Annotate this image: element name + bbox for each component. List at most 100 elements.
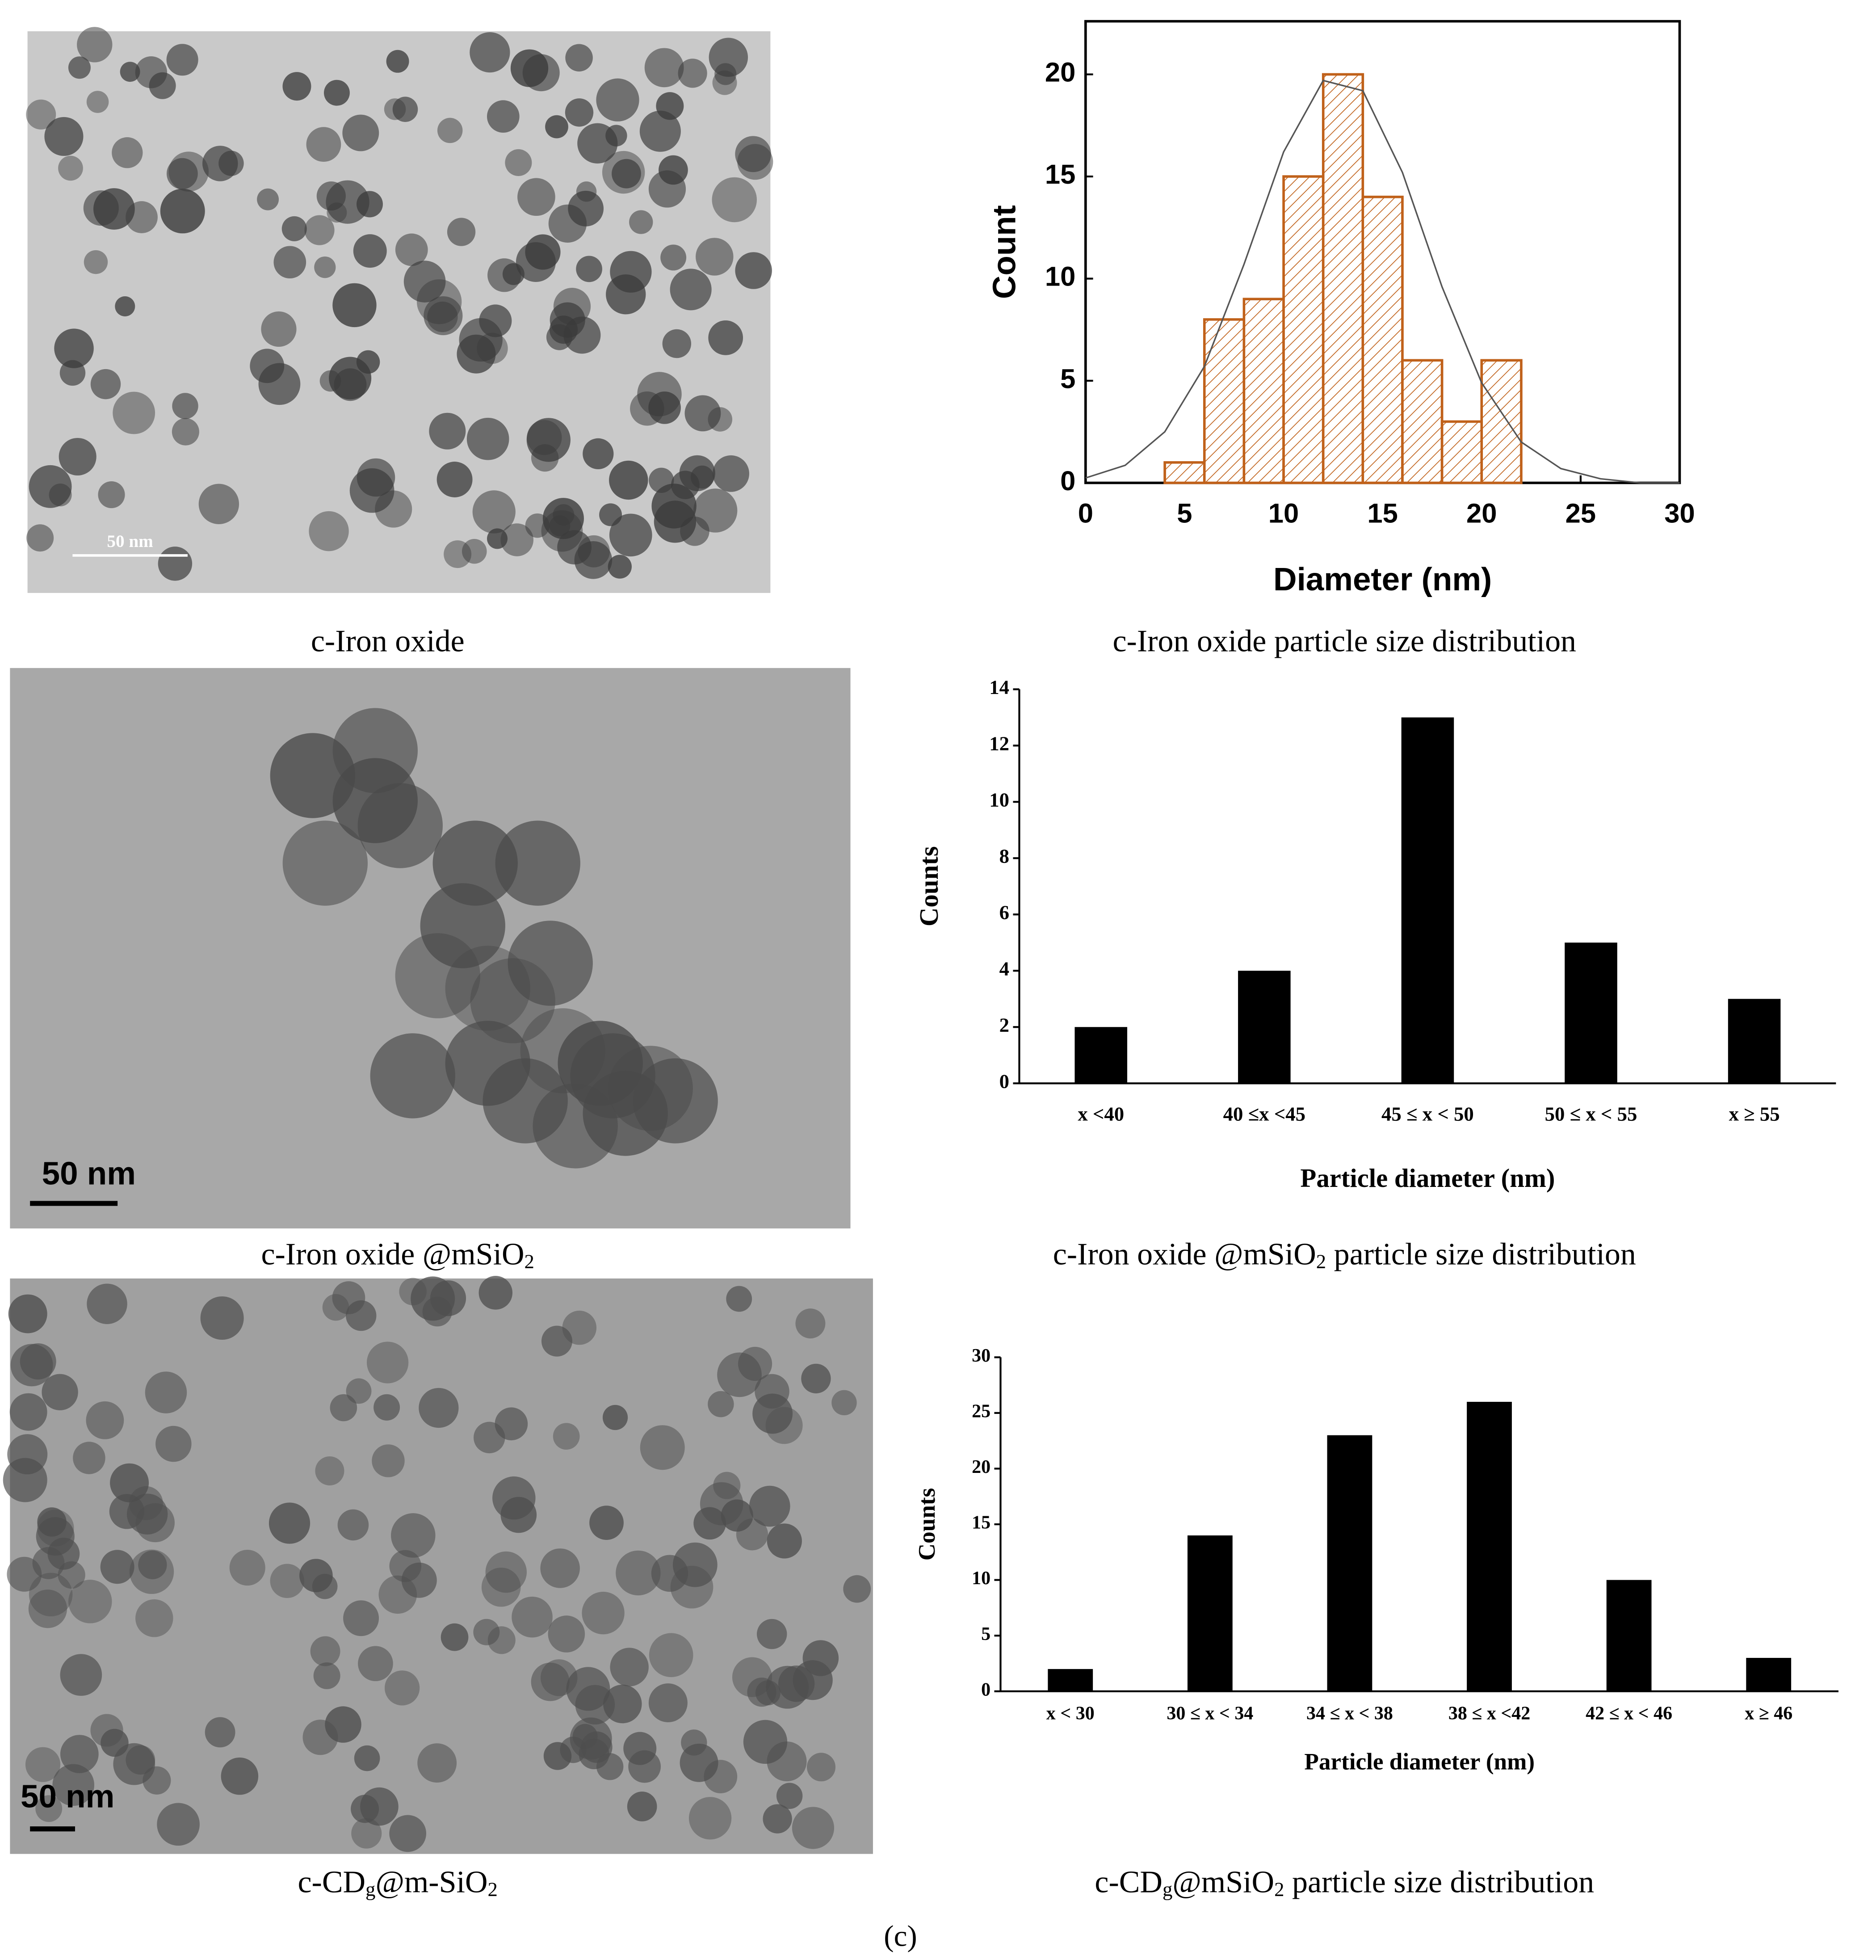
particle [589, 1506, 624, 1540]
particle [157, 1803, 200, 1846]
particle [525, 234, 561, 270]
particle [670, 1565, 713, 1609]
x-tick-label: 42 ≤ x < 46 [1586, 1703, 1672, 1724]
particle [59, 437, 97, 475]
figure-label: (c) [884, 1919, 917, 1952]
particle [35, 1795, 63, 1822]
particle [424, 296, 463, 336]
particle [487, 258, 521, 292]
particle [517, 178, 555, 216]
particle [221, 1757, 259, 1795]
particle [639, 110, 681, 152]
y-tick-label: 6 [999, 901, 1009, 924]
particle [576, 256, 602, 282]
particle [60, 1735, 99, 1773]
particle [354, 1745, 380, 1771]
particle [483, 1058, 568, 1144]
particle [608, 555, 632, 579]
particle [126, 1745, 155, 1775]
particle [672, 1542, 718, 1587]
x-tick-label: 5 [1177, 498, 1192, 529]
particle [109, 1494, 145, 1529]
scale-bar-label: 50 nm [21, 1779, 114, 1815]
x-tick-label: 25 [1565, 498, 1596, 529]
caption: c-CDg@mSiO2 particle size distribution [1095, 1865, 1594, 1901]
bar [1746, 1657, 1792, 1691]
particle [343, 1600, 379, 1636]
particle [767, 1523, 802, 1559]
particle [684, 395, 721, 432]
y-tick-label: 10 [1045, 261, 1075, 292]
particle [172, 393, 198, 419]
particle [306, 127, 341, 162]
particle [332, 283, 377, 328]
particle [565, 44, 593, 72]
caption-text: c-Iron oxide particle size distribution [1113, 624, 1577, 659]
particle [678, 59, 707, 88]
bar [1467, 1401, 1512, 1691]
x-tick-label: 30 ≤ x < 34 [1167, 1703, 1253, 1724]
x-axis-label: Particle diameter (nm) [1304, 1748, 1535, 1775]
particle [68, 56, 91, 79]
particle [342, 114, 379, 151]
bar [1728, 999, 1781, 1084]
particle [481, 1567, 521, 1607]
particle [392, 97, 418, 122]
particle [570, 1033, 655, 1119]
particle [281, 216, 307, 241]
particle [531, 444, 559, 472]
particle [609, 460, 648, 500]
caption: c-CDg@m-SiO2 [298, 1865, 497, 1901]
y-axis-label: Count [986, 205, 1023, 299]
particle [77, 27, 113, 63]
particle [505, 149, 532, 176]
bar [1480, 359, 1523, 484]
particle [86, 1401, 124, 1439]
caption-text: particle size distribution [1284, 1865, 1594, 1900]
particle [712, 70, 737, 95]
particle [603, 1684, 642, 1724]
particle [29, 465, 72, 508]
particle [575, 1685, 615, 1725]
bar [1565, 942, 1617, 1084]
y-tick-label: 0 [981, 1679, 990, 1700]
particle [83, 190, 119, 226]
caption-subscript: g [1163, 1878, 1172, 1901]
x-tick-label: 40 ≤x <45 [1223, 1102, 1305, 1125]
particle [374, 1394, 400, 1421]
particle [735, 136, 772, 172]
particle [648, 170, 686, 208]
particle [52, 1764, 95, 1806]
particle [166, 158, 198, 189]
particle [389, 1815, 427, 1852]
x-tick-label: 10 [1268, 498, 1299, 529]
particle [543, 1742, 572, 1770]
caption-subscript: 2 [1274, 1878, 1284, 1901]
caption-text: c-CD [298, 1865, 365, 1900]
particle [704, 1760, 738, 1793]
particle [735, 252, 772, 289]
particle [602, 1405, 628, 1430]
bar [1282, 175, 1325, 484]
bar [1606, 1580, 1652, 1691]
particle [466, 417, 509, 460]
fit-curve [1085, 80, 1680, 484]
particle [755, 1680, 781, 1706]
particle [44, 117, 84, 156]
particle [512, 1596, 553, 1638]
particle [135, 1599, 173, 1637]
particle [553, 1423, 580, 1450]
particle [792, 1807, 835, 1849]
particle [166, 44, 198, 76]
particle [568, 190, 604, 227]
particle [474, 1422, 505, 1454]
y-tick-label: 10 [989, 789, 1009, 811]
bar [1163, 461, 1206, 484]
particle [763, 1804, 792, 1834]
particle [696, 238, 734, 276]
caption-text: @m-SiO [375, 1865, 487, 1900]
y-tick-label: 15 [972, 1513, 990, 1533]
particle [386, 50, 409, 73]
particle [26, 524, 54, 552]
x-tick-label: 30 [1664, 498, 1695, 529]
